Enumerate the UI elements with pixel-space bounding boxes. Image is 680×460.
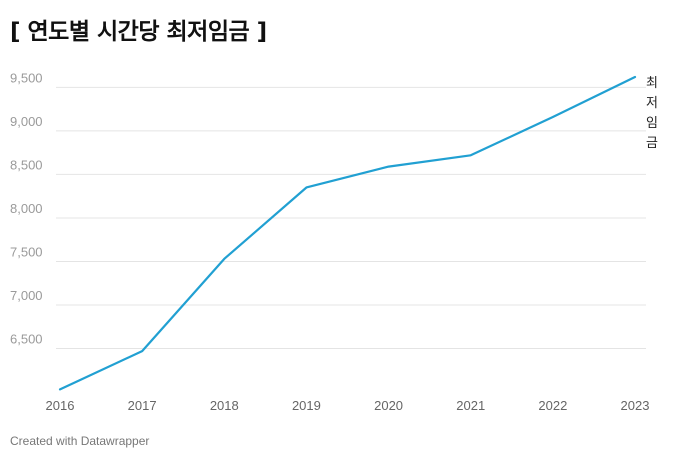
series-layer — [58, 74, 638, 392]
y-tick-label: 7,000 — [10, 288, 43, 303]
x-axis-ticks: 2016 2017 2018 2019 2020 2021 2022 2023 — [46, 398, 650, 413]
data-point — [140, 349, 145, 354]
y-tick-label: 9,500 — [10, 70, 43, 85]
y-tick-label: 6,500 — [10, 331, 43, 346]
x-tick-label: 2021 — [456, 398, 485, 413]
x-tick-label: 2023 — [621, 398, 650, 413]
data-point — [633, 74, 638, 79]
x-tick-label: 2016 — [46, 398, 75, 413]
x-tick-label: 2017 — [128, 398, 157, 413]
chart-title: [ 연도별 시간당 최저임금 ] — [10, 19, 267, 45]
data-point — [222, 256, 227, 261]
x-tick-label: 2019 — [292, 398, 321, 413]
y-tick-label: 9,000 — [10, 114, 43, 129]
credit-footer: Created with Datawrapper — [10, 434, 150, 448]
y-tick-label: 7,500 — [10, 244, 43, 259]
x-tick-label: 2018 — [210, 398, 239, 413]
series-line — [58, 75, 637, 391]
y-axis-ticks: 6,500 7,000 7,500 8,000 8,500 9,000 9,500 — [10, 70, 43, 346]
data-point — [386, 164, 391, 169]
x-tick-label: 2022 — [538, 398, 567, 413]
y-tick-label: 8,500 — [10, 157, 43, 172]
gridlines — [56, 86, 646, 349]
data-point — [468, 153, 473, 158]
x-tick-label: 2020 — [374, 398, 403, 413]
y-tick-label: 8,000 — [10, 201, 43, 216]
data-point — [550, 114, 555, 119]
data-point — [304, 185, 309, 190]
data-point — [58, 387, 63, 392]
